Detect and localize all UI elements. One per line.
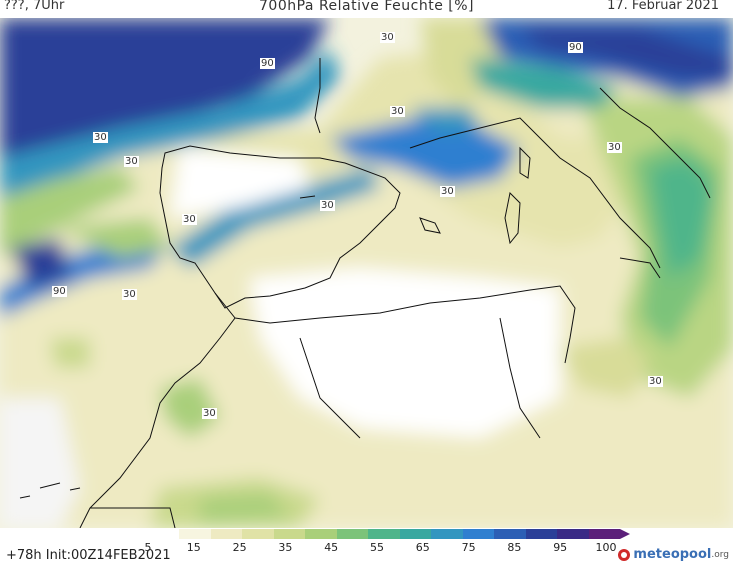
run-info: +78h Init:00Z14FEB2021 [6, 548, 171, 563]
colorbar-tick-label: 25 [232, 541, 247, 554]
colorbar-segment [557, 529, 590, 539]
humidity-map: 30 30 90 90 30 30 30 30 30 90 30 30 30 3… [0, 18, 733, 528]
colorbar-tick-label: 45 [324, 541, 339, 554]
colorbar-segment [399, 529, 432, 539]
forecast-date: 17. Februar 2021 [607, 0, 719, 13]
contour-label: 30 [122, 289, 137, 300]
colorbar-segment [210, 529, 243, 539]
colorbar-tick-label: 65 [415, 541, 430, 554]
contour-label: 30 [93, 132, 108, 143]
colorbar-tick-label: 5 [144, 541, 152, 554]
colorbar-tick-label: 35 [278, 541, 293, 554]
colorbar-segment [273, 529, 306, 539]
color-scale-bar [148, 529, 628, 539]
contour-label: 30 [320, 200, 335, 211]
map-title: 700hPa Relative Feuchte [%] [259, 0, 474, 14]
colorbar-segment [525, 529, 558, 539]
location-time-label: ???, 7Uhr [4, 0, 65, 13]
colorbar-segment [148, 529, 180, 539]
contour-label: 30 [182, 214, 197, 225]
logo-suffix: .org [711, 549, 729, 560]
contour-label: 30 [607, 142, 622, 153]
colorbar-segment [336, 529, 369, 539]
colorbar-tick-label: 85 [507, 541, 522, 554]
colorbar-segment [368, 529, 401, 539]
colorbar-tick-label: 15 [186, 541, 201, 554]
colorbar-segment [462, 529, 495, 539]
contour-label: 30 [648, 376, 663, 387]
contour-label: 30 [380, 32, 395, 43]
colorbar-tick-label: 55 [370, 541, 384, 554]
map-header: ???, 7Uhr 700hPa Relative Feuchte [%] 17… [0, 0, 733, 18]
contour-label: 90 [260, 58, 275, 69]
contour-label: 90 [52, 286, 67, 297]
contour-label: 30 [390, 106, 405, 117]
contour-label: 30 [124, 156, 139, 167]
contour-label: 30 [440, 186, 455, 197]
colorbar-segment [588, 529, 621, 539]
colorbar-tick-label: 75 [461, 541, 476, 554]
coastlines [19, 58, 711, 528]
contour-label: 90 [568, 42, 583, 53]
colorbar-arrow [620, 529, 630, 539]
logo-icon [618, 548, 631, 561]
logo-text: meteopool [633, 547, 712, 562]
colorbar-segment [179, 529, 212, 539]
colorbar-tick-label: 95 [553, 541, 568, 554]
colorbar-segment [431, 529, 464, 539]
meteopool-logo: meteopool .org [618, 547, 729, 562]
colorbar-segment [494, 529, 527, 539]
colorbar-tick-label: 100 [595, 541, 617, 554]
color-scale-ticks: 5 15 25 35 45 55 65 75 85 95 100 [0, 541, 733, 555]
humidity-field [0, 18, 733, 528]
colorbar-segment [242, 529, 275, 539]
colorbar-segment [305, 529, 338, 539]
contour-label: 30 [202, 408, 217, 419]
